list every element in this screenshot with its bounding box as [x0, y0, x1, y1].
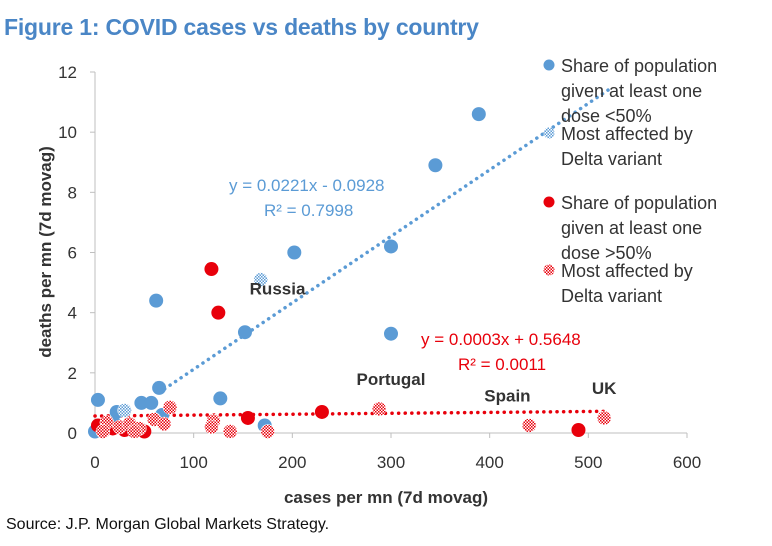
annotation-uk: UK	[592, 379, 617, 398]
x-axis-title: cases per mn (7d movag)	[284, 488, 488, 507]
point-hatched-red	[371, 401, 387, 417]
point-hatched-red	[127, 424, 142, 439]
point-hatched-red	[95, 424, 111, 439]
point-solid-blue	[213, 391, 228, 406]
legend-label: Most affected by	[561, 124, 693, 144]
x-tick-label: 100	[179, 453, 207, 472]
point-solid-blue	[149, 293, 164, 308]
legend-label: dose >50%	[561, 243, 652, 263]
legend-label: given at least one	[561, 218, 702, 238]
point-hatched-red	[222, 424, 238, 439]
trendline-red	[93, 409, 610, 418]
x-tick-label: 200	[278, 453, 306, 472]
point-hatched-red	[260, 424, 275, 439]
legend-label: Share of population	[561, 193, 717, 213]
legend-label: given at least one	[561, 81, 702, 101]
x-tick-label: 500	[574, 453, 602, 472]
legend-label: dose <50%	[561, 106, 652, 126]
legend-label: Delta variant	[561, 149, 662, 169]
y-tick-label: 12	[58, 63, 77, 82]
x-tick-label: 0	[90, 453, 99, 472]
legend-marker-solid-blue	[543, 59, 555, 71]
legend-marker-hatched-red	[543, 264, 555, 276]
point-hatched-red	[162, 400, 178, 415]
point-solid-blue	[428, 158, 443, 173]
trendlines	[93, 88, 610, 418]
axes: 0 2 4 6 8 10 12 0 100 200 300 400 500 600 cases per mn…	[36, 63, 701, 507]
trendline-blue	[157, 88, 610, 395]
annotation-russia: Russia	[250, 280, 306, 299]
legend-marker-solid-red	[543, 196, 555, 208]
trend-r2-red: R² = 0.0011	[458, 355, 546, 374]
y-tick-label: 0	[68, 424, 77, 443]
trend-equation-blue: y = 0.0221x - 0.0928	[229, 176, 384, 195]
point-solid-red	[314, 404, 329, 419]
legend-label: Delta variant	[561, 286, 662, 306]
y-axis-title: deaths per mn (7d movag)	[36, 146, 55, 358]
y-tick-label: 6	[68, 244, 77, 263]
trend-r2-blue: R² = 0.7998	[264, 201, 353, 220]
data-points	[88, 107, 612, 439]
annotations: y = 0.0221x - 0.0928 R² = 0.7998 y = 0.000…	[229, 176, 617, 405]
point-hatched-red	[156, 416, 172, 432]
point-solid-blue	[287, 245, 302, 260]
x-tick-label: 600	[673, 453, 701, 472]
point-solid-red	[240, 410, 255, 425]
point-hatched-red	[521, 418, 537, 433]
point-solid-red	[211, 305, 226, 320]
legend-label: Share of population	[561, 56, 717, 76]
point-hatched-red	[596, 410, 612, 426]
x-tick-label: 300	[377, 453, 405, 472]
legend-label: Most affected by	[561, 261, 693, 281]
point-solid-blue	[144, 395, 159, 410]
legend: Share of population given at least one dos…	[543, 56, 717, 306]
point-solid-blue	[134, 395, 149, 410]
point-hatched-blue	[253, 272, 269, 287]
point-solid-blue	[471, 107, 486, 122]
y-tick-label: 8	[68, 183, 77, 202]
point-solid-blue	[90, 392, 105, 407]
point-solid-blue	[384, 326, 398, 341]
point-solid-blue	[237, 325, 252, 340]
y-tick-label: 10	[58, 123, 77, 142]
point-solid-blue	[152, 380, 167, 395]
point-solid-blue	[384, 239, 398, 254]
point-hatched-blue	[117, 403, 132, 418]
source-note: Source: J.P. Morgan Global Markets Strat…	[6, 516, 330, 533]
legend-marker-hatched-blue	[543, 127, 555, 139]
point-solid-red	[571, 422, 586, 437]
annotation-spain: Spain	[484, 386, 530, 405]
trend-equation-red: y = 0.0003x + 0.5648	[421, 330, 581, 349]
point-hatched-red	[204, 419, 219, 435]
y-tick-label: 4	[68, 304, 77, 323]
y-tick-label: 2	[68, 364, 77, 383]
chart-title: Figure 1: COVID cases vs deaths by count…	[4, 14, 479, 40]
point-solid-red	[204, 262, 219, 277]
annotation-portugal: Portugal	[357, 370, 426, 389]
x-tick-label: 400	[475, 453, 503, 472]
